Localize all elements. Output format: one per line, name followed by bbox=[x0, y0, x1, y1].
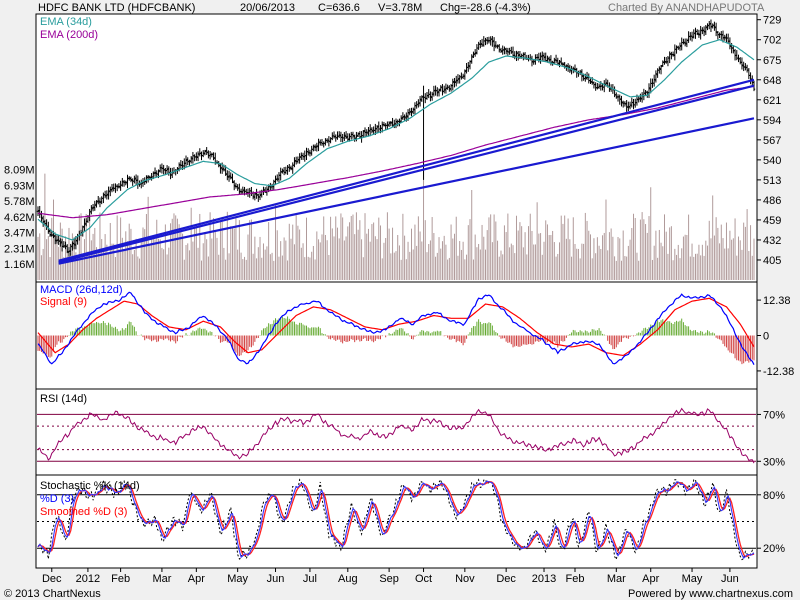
price-tick-label: 513 bbox=[763, 175, 781, 187]
price-tick-label: 540 bbox=[763, 155, 781, 167]
quote-change: Chg=-28.6 (-4.3%) bbox=[440, 2, 531, 14]
price-tick-label: 486 bbox=[763, 195, 781, 207]
legend-stoch-k: Stochastic %K (14d) bbox=[40, 480, 140, 492]
price-tick-label: 621 bbox=[763, 95, 781, 107]
rsi-line bbox=[37, 407, 755, 464]
volume-tick-label: 4.62M bbox=[4, 212, 35, 224]
axis-labels: 729 702 675 648 621 594 567 540 513 486 459 432 405 8… bbox=[4, 15, 794, 585]
x-tick-label: Jul bbox=[303, 573, 317, 585]
trendline bbox=[58, 84, 755, 264]
legend-signal: Signal (9) bbox=[40, 296, 87, 308]
stock-title: HDFC BANK LTD (HDFCBANK) bbox=[38, 2, 195, 14]
x-tick-label: Dec bbox=[496, 573, 516, 585]
volume-tick-label: 5.78M bbox=[4, 196, 35, 208]
quote-volume: V=3.78M bbox=[378, 2, 422, 14]
price-tick-label: 567 bbox=[763, 135, 781, 147]
trendline bbox=[58, 78, 755, 262]
stoch-k-line bbox=[37, 478, 755, 561]
x-tick-label: 2013 bbox=[532, 573, 556, 585]
chart-credit: Charted By ANANDHAPUDOTA bbox=[608, 2, 765, 14]
legend-ema34: EMA (34d) bbox=[40, 16, 92, 28]
price-tick-label: 432 bbox=[763, 235, 781, 247]
legend-ema200: EMA (200d) bbox=[40, 29, 98, 41]
rsi-series bbox=[37, 407, 756, 464]
volume-tick-label: 8.09M bbox=[4, 165, 35, 177]
footer-copyright: © 2013 ChartNexus bbox=[4, 588, 101, 600]
stoch-tick-label: 20% bbox=[763, 543, 785, 555]
stoch-tick-label: 80% bbox=[763, 490, 785, 502]
x-tick-label: Feb bbox=[111, 573, 130, 585]
price-tick-label: 405 bbox=[763, 255, 781, 267]
x-tick-label: Apr bbox=[188, 573, 205, 585]
x-tick-label: Nov bbox=[455, 573, 475, 585]
footer-powered: Powered by www.chartnexus.com bbox=[628, 588, 793, 600]
x-tick-label: Jun bbox=[267, 573, 285, 585]
price-tick-label: 729 bbox=[763, 15, 781, 27]
rsi-panel bbox=[35, 388, 758, 476]
price-tick-label: 702 bbox=[763, 35, 781, 47]
price-tick-label: 648 bbox=[763, 75, 781, 87]
volume-tick-label: 2.31M bbox=[4, 244, 35, 256]
price-tick-label: 594 bbox=[763, 115, 781, 127]
volume-tick-label: 1.16M bbox=[4, 259, 35, 271]
macd-line bbox=[37, 291, 755, 365]
rsi-tick-label: 70% bbox=[763, 409, 785, 421]
stochastic-series bbox=[37, 478, 756, 561]
legend-stoch-d: %D (3) bbox=[40, 493, 74, 505]
price-tick-label: 675 bbox=[763, 55, 781, 67]
x-tick-label: Mar bbox=[152, 573, 171, 585]
price-overlays bbox=[37, 39, 755, 265]
volume-bars bbox=[37, 170, 755, 280]
legend-stoch-smoothed: Smoothed %D (3) bbox=[40, 506, 127, 518]
stoch-d-line bbox=[37, 480, 755, 559]
legend-macd: MACD (26d,12d) bbox=[40, 284, 123, 296]
x-tick-label: Feb bbox=[566, 573, 585, 585]
macd-tick-label: -12.38 bbox=[763, 366, 794, 378]
x-tick-label: Aug bbox=[338, 573, 358, 585]
macd-series bbox=[37, 291, 755, 365]
volume-tick-label: 3.47M bbox=[4, 228, 35, 240]
x-tick-label: Mar bbox=[607, 573, 626, 585]
x-tick-label: Sep bbox=[379, 573, 399, 585]
rsi-tick-label: 30% bbox=[763, 456, 785, 468]
quote-close: C=636.6 bbox=[318, 2, 360, 14]
x-tick-label: May bbox=[682, 573, 703, 585]
x-tick-label: Dec bbox=[42, 573, 62, 585]
x-tick-label: Oct bbox=[415, 573, 432, 585]
x-tick-label: May bbox=[227, 573, 248, 585]
macd-tick-label: 0 bbox=[763, 331, 769, 343]
x-tick-label: Jun bbox=[721, 573, 739, 585]
trendline bbox=[58, 117, 755, 265]
legend-rsi: RSI (14d) bbox=[40, 393, 87, 405]
quote-date: 20/06/2013 bbox=[240, 2, 295, 14]
price-tick-label: 459 bbox=[763, 215, 781, 227]
macd-tick-label: 12.38 bbox=[763, 295, 791, 307]
volume-tick-label: 6.93M bbox=[4, 181, 35, 193]
x-tick-label: 2012 bbox=[76, 573, 100, 585]
ema34-line bbox=[37, 39, 755, 241]
ema200-line bbox=[37, 85, 755, 219]
x-tick-label: Apr bbox=[642, 573, 659, 585]
